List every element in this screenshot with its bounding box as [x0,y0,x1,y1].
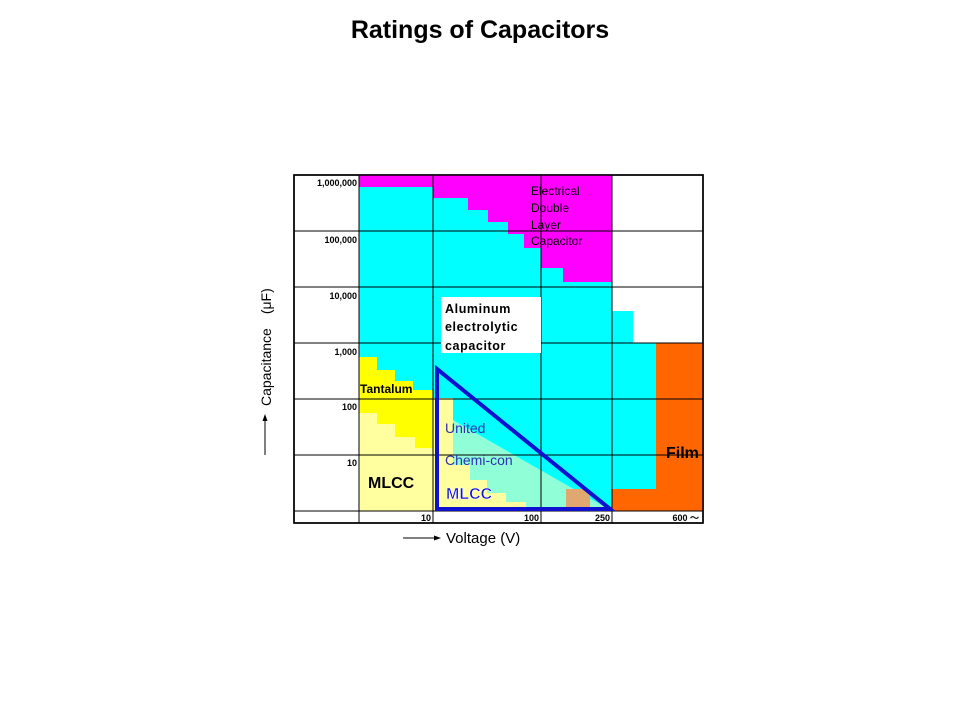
united-mlcc-label: MLCC [446,486,493,503]
mlcc-label: MLCC [368,475,415,492]
x-tick-label: 100 [524,513,539,523]
aluminum-label-background [441,297,541,353]
film-region [612,343,703,511]
y-tick-label: 100,000 [324,235,357,245]
y-tick-label: 1,000 [334,347,357,357]
x-axis-label: Voltage (V) [446,530,520,547]
united-label: United [445,420,485,436]
united-mlcc-inner-region [433,398,526,511]
y-axis-arrow [262,414,268,455]
film-label: Film [666,445,699,462]
united-mlcc-outline [435,364,616,511]
y-tick-label: 100 [342,402,357,412]
y-tick-label: 1,000,000 [317,178,357,188]
x-tick-label: 10 [421,513,431,523]
mlcc-region [359,413,433,511]
edlc-region [359,175,612,282]
edlc-label-line: Layer [531,218,561,232]
edlc-label-line: Double [531,201,569,215]
y-tick-label: 10 [347,458,357,468]
x-axis-arrow [403,535,441,541]
tantalum-region [359,357,433,448]
x-tick-label: 250 [595,513,610,523]
chemi-con-label: Chemi-con [445,452,513,468]
x-tick-label: 600 ～ [672,513,699,523]
tantalum-label: Tantalum [360,382,412,396]
page-title: Ratings of Capacitors [350,16,610,44]
edlc-label-line: Electrical [531,184,580,198]
y-tick-label: 10,000 [329,291,357,301]
aluminum-label-line: capacitor [445,339,506,353]
united-mlcc-high-voltage-block [566,489,590,511]
y-axis-label: Capacitance (μF) [258,288,274,406]
aluminum-label-line: electrolytic [445,320,518,334]
aluminum-label-line: Aluminum [445,302,511,316]
grid-lines [294,175,703,523]
edlc-label-line: Capacitor [531,234,582,248]
